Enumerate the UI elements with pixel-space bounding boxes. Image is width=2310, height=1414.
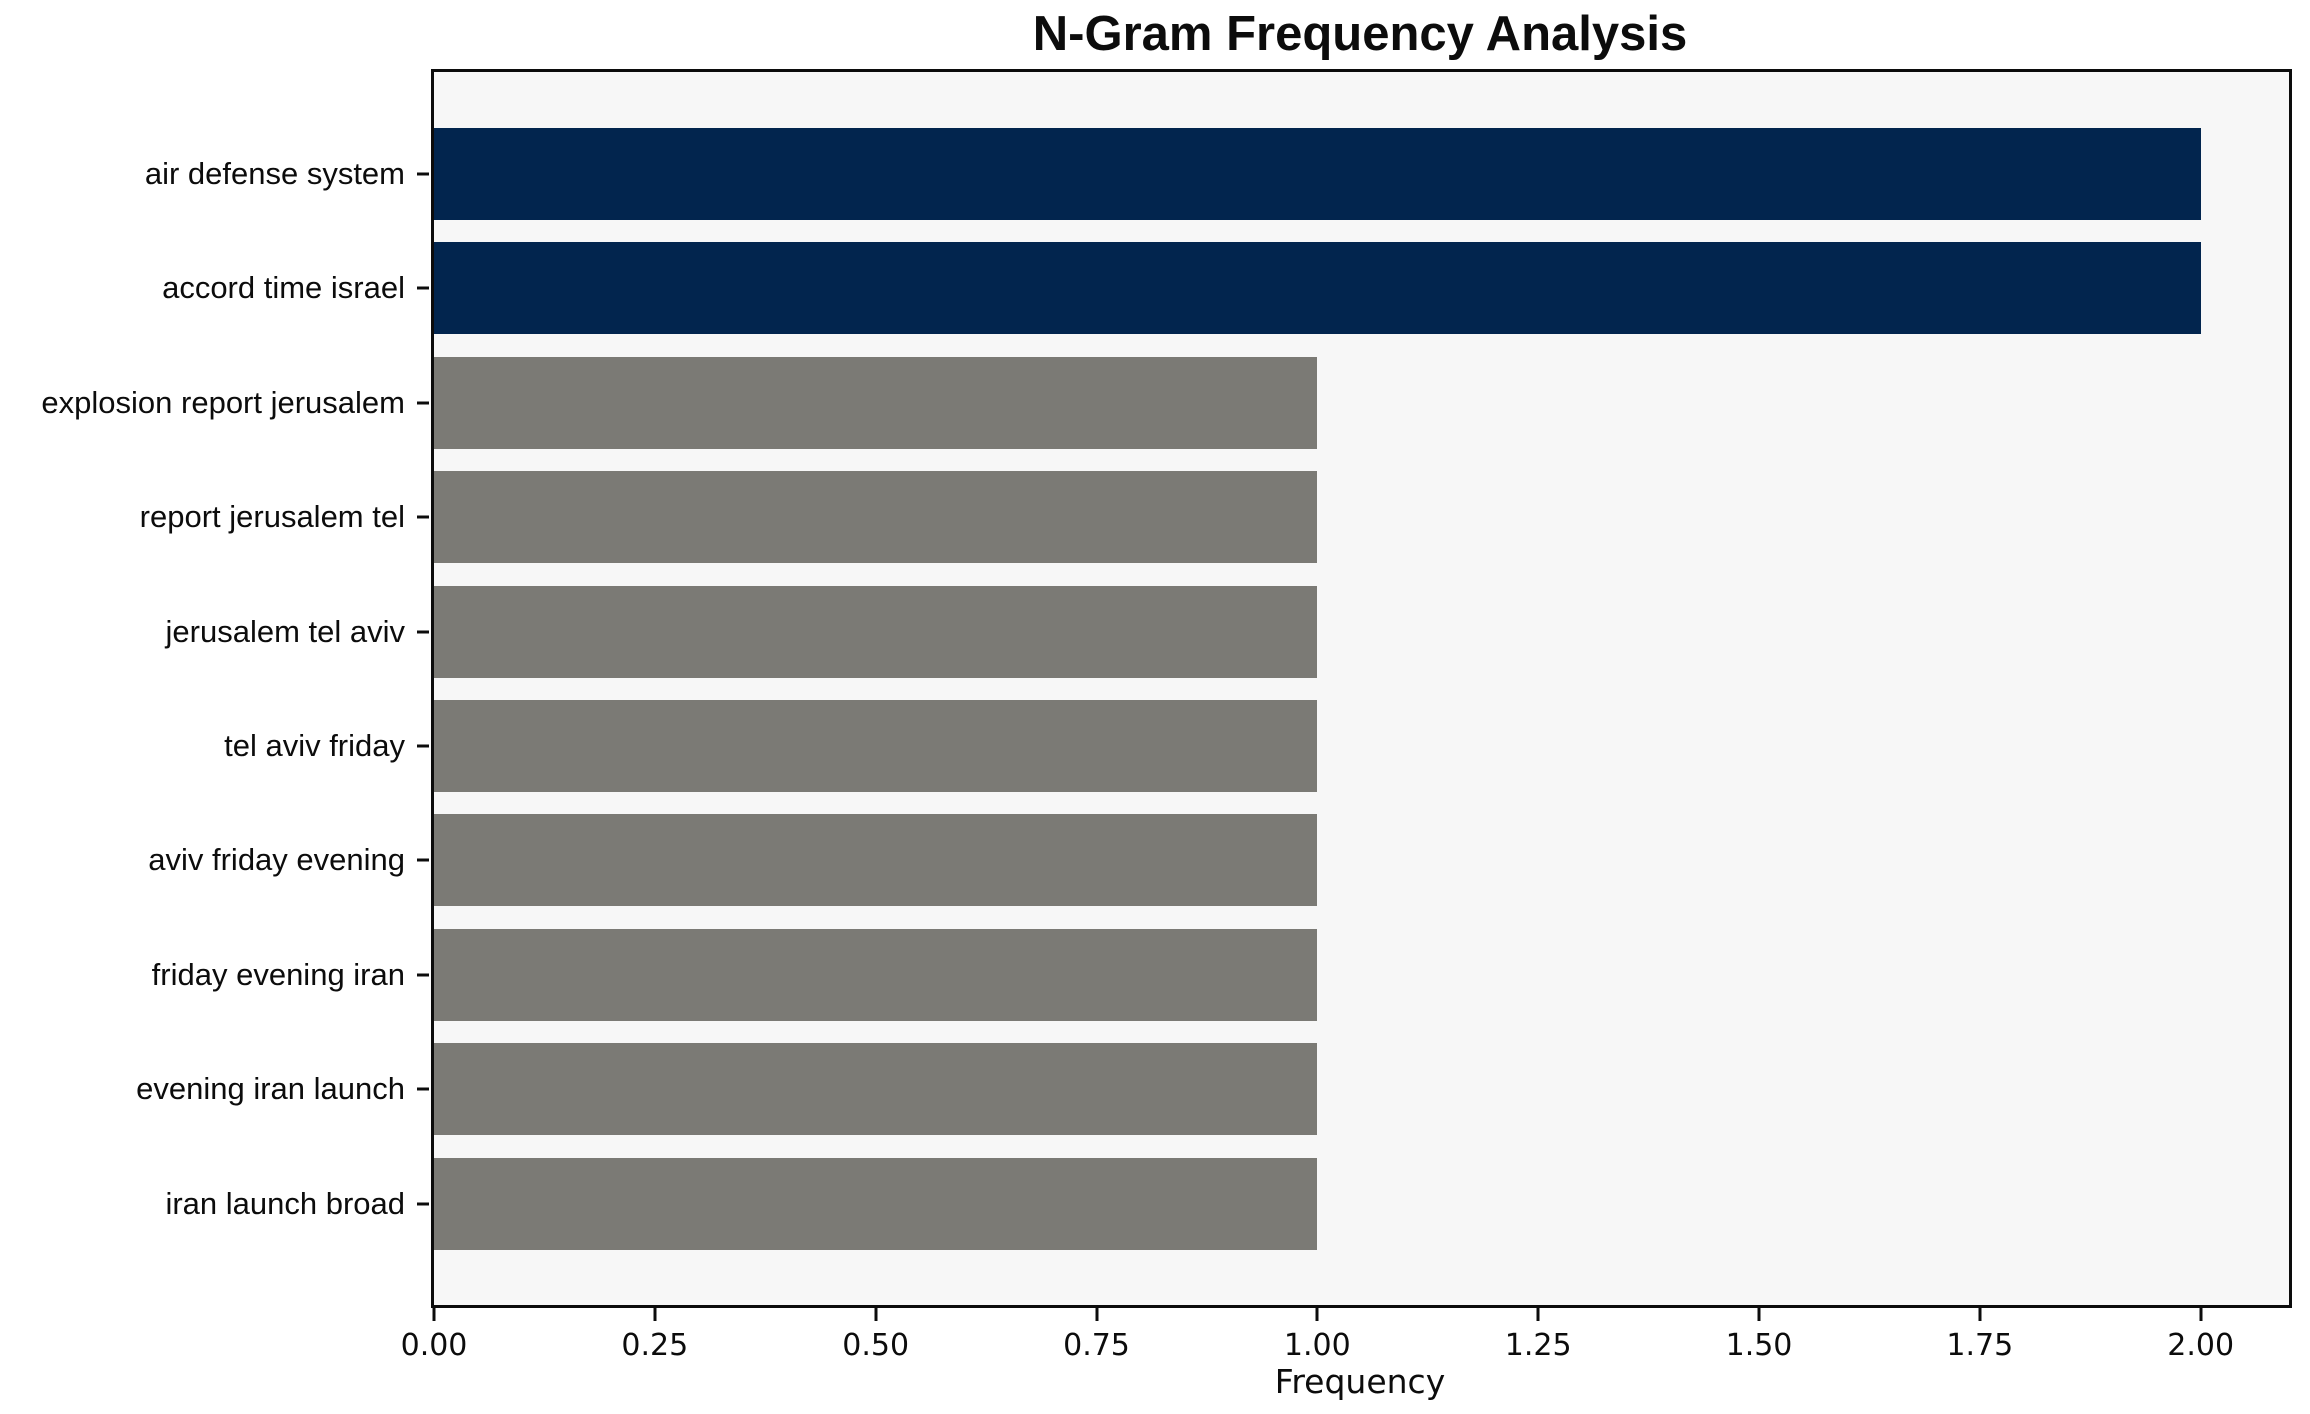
y-tick-label: evening iran launch xyxy=(136,1071,405,1107)
y-tick-mark xyxy=(417,973,429,977)
y-tick-mark xyxy=(417,515,429,519)
bar-tel-aviv-friday xyxy=(434,700,1318,792)
y-tick-mark xyxy=(417,172,429,176)
y-tick-label: air defense system xyxy=(144,156,405,191)
chart-title: N-Gram Frequency Analysis xyxy=(1032,7,1688,61)
y-tick-mark xyxy=(417,286,429,290)
y-tick-mark xyxy=(417,858,429,862)
x-tick-mark xyxy=(1757,1308,1761,1321)
y-tick-label: report jerusalem tel xyxy=(139,499,405,535)
y-tick-mark xyxy=(417,401,429,405)
bar-explosion-report-jerusalem xyxy=(434,356,1318,449)
y-tick-label: accord time israel xyxy=(162,270,405,306)
x-axis-title: Frequency xyxy=(1274,1362,1446,1401)
y-tick-mark xyxy=(417,1202,429,1206)
x-tick-mark xyxy=(432,1308,436,1321)
y-tick-mark xyxy=(417,744,429,748)
x-tick-label: 1.25 xyxy=(1504,1328,1572,1363)
y-tick-label: iran launch broad xyxy=(165,1185,405,1221)
bar-friday-evening-iran xyxy=(434,928,1318,1021)
x-tick-mark xyxy=(1095,1308,1098,1321)
bar-air-defense-system xyxy=(434,128,2201,220)
y-tick-label: friday evening iran xyxy=(151,956,405,992)
bar-accord-time-israel xyxy=(434,242,2201,335)
bar-evening-iran-launch xyxy=(434,1043,1318,1136)
y-tick-label: explosion report jerusalem xyxy=(41,384,405,420)
y-tick-label: aviv friday evening xyxy=(148,842,405,878)
y-tick-label: jerusalem tel aviv xyxy=(165,613,405,649)
x-tick-label: 0.75 xyxy=(1063,1328,1130,1363)
y-axis: air defense system accord time israel expl… xyxy=(0,72,405,1305)
x-tick-mark xyxy=(874,1308,878,1321)
x-tick-label: 1.00 xyxy=(1283,1328,1351,1363)
x-tick-label: 2.00 xyxy=(2167,1328,2235,1363)
x-axis: 0.00 0.25 0.50 0.75 1.00 1.25 1.50 1.75 2.00 xyxy=(401,1308,2289,1378)
x-tick-mark xyxy=(1536,1308,1540,1321)
bar-iran-launch-broad xyxy=(434,1157,1318,1250)
x-tick-mark xyxy=(2199,1308,2203,1321)
y-tick-mark xyxy=(417,1087,429,1091)
bar-jerusalem-tel-aviv xyxy=(434,585,1318,678)
x-tick-mark xyxy=(1315,1308,1319,1321)
x-tick-label: 0.25 xyxy=(621,1328,689,1363)
x-tick-label: 0.50 xyxy=(842,1328,910,1363)
bar-report-jerusalem-tel xyxy=(434,471,1318,564)
y-tick-mark xyxy=(417,630,429,634)
x-tick-label: 0.00 xyxy=(400,1328,468,1363)
plot-area xyxy=(431,69,2292,1308)
bar-aviv-friday-evening xyxy=(434,814,1318,907)
x-tick-label: 1.75 xyxy=(1946,1328,2014,1363)
x-tick-label: 1.50 xyxy=(1725,1328,1793,1363)
x-tick-mark xyxy=(653,1308,657,1321)
y-tick-label: tel aviv friday xyxy=(224,728,405,763)
x-tick-mark xyxy=(1978,1308,1982,1321)
